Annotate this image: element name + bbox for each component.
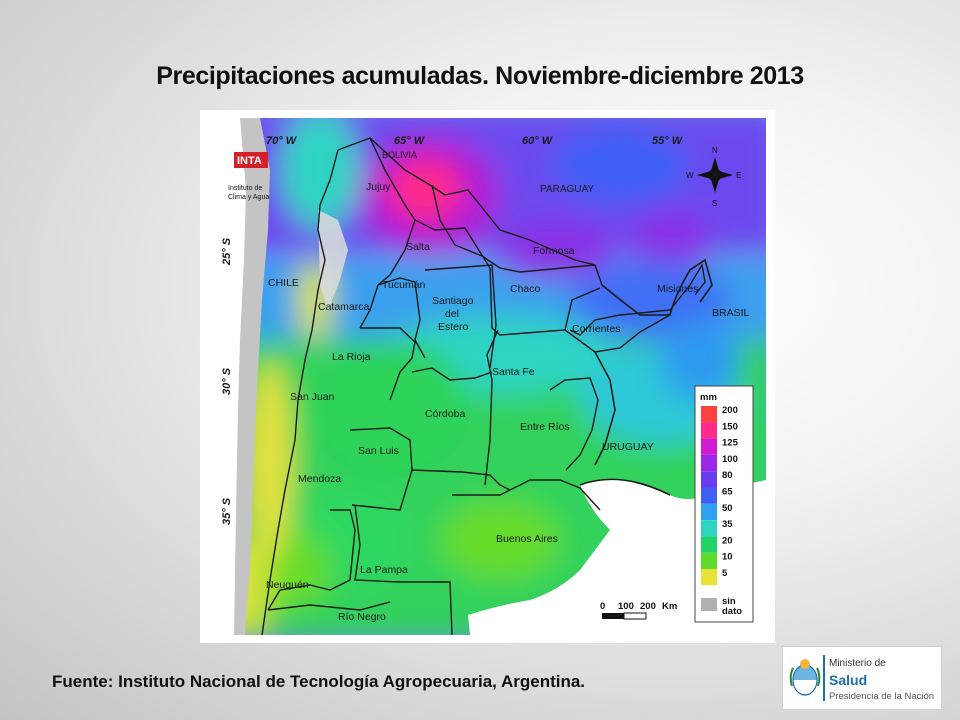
precipitation-field: [208, 118, 766, 635]
slide-title: Precipitaciones acumuladas. Noviembre-di…: [156, 62, 804, 90]
label-santiago: Santiago: [432, 295, 474, 307]
coord-lon-55: 55° W: [652, 135, 684, 147]
inta-logo-text: INTA: [237, 155, 262, 167]
label-san-juan: San Juan: [290, 391, 335, 403]
legend-label-80: 80: [722, 470, 733, 481]
label-uruguay: URUGUAY: [602, 441, 654, 453]
ministry-line2: Salud: [829, 672, 868, 688]
legend-label-nodata-2: dato: [722, 606, 742, 617]
compass-w: W: [686, 171, 694, 180]
legend-label-10: 10: [722, 552, 733, 563]
label-neuquen: Neuquén: [266, 579, 309, 591]
legend-swatch-5: [701, 569, 717, 586]
scale-label-200: 200: [640, 601, 656, 612]
legend-items: 200 150 125 100 80 65 50 35 20 10 5: [701, 405, 739, 586]
legend: mm 200 150 125 100 80 65 50 35 20 10 5 sin dato: [694, 385, 754, 623]
label-santa-fe: Santa Fe: [492, 366, 535, 378]
legend-swatch-35: [701, 520, 717, 537]
compass-s: S: [712, 199, 717, 208]
label-bolivia: BOLIVIA: [382, 150, 417, 160]
legend-swatch-20: [701, 536, 717, 553]
legend-label-50: 50: [722, 503, 733, 514]
precipitation-map: 70° W 65° W 60° W 55° W 25° S 30° S 35° …: [200, 110, 775, 643]
legend-swatch-200: [701, 406, 717, 423]
legend-label-nodata-1: sin: [722, 596, 736, 607]
inta-logo: INTA Instituto de Clima y Agua: [228, 152, 269, 201]
scale-label-0: 0: [600, 601, 605, 612]
scale-label-100: 100: [618, 601, 634, 612]
legend-unit: mm: [700, 392, 717, 403]
legend-label-125: 125: [722, 438, 739, 449]
label-santiago-estero: Estero: [438, 321, 469, 333]
label-mendoza: Mendoza: [298, 473, 341, 485]
legend-label-65: 65: [722, 487, 733, 498]
legend-swatch-80: [701, 471, 717, 488]
label-cordoba: Córdoba: [425, 408, 465, 420]
map-svg: 70° W 65° W 60° W 55° W 25° S 30° S 35° …: [208, 118, 766, 636]
label-jujuy: Jujuy: [366, 181, 391, 193]
legend-label-35: 35: [722, 519, 733, 530]
legend-swatch-100: [701, 454, 717, 472]
label-san-luis: San Luis: [358, 445, 399, 457]
scale-bar: 0 100 200 Km: [600, 601, 677, 620]
label-brasil: BRASIL: [712, 307, 750, 319]
legend-label-200: 200: [722, 405, 738, 416]
legend-swatch-150: [701, 422, 717, 439]
label-buenos-aires: Buenos Aires: [496, 533, 558, 545]
compass-rose-icon: N S E W: [686, 146, 741, 208]
label-salta: Salta: [406, 241, 430, 253]
label-entre-rios: Entre Ríos: [520, 421, 570, 433]
ministry-divider: [823, 655, 825, 701]
label-corrientes: Corrientes: [572, 323, 620, 335]
compass-e: E: [736, 171, 741, 180]
legend-swatch-50: [701, 503, 717, 521]
label-la-rioja: La Rioja: [332, 351, 371, 363]
ministry-line1: Ministerio de: [829, 658, 886, 669]
label-formosa: Formosa: [533, 245, 575, 257]
legend-label-150: 150: [722, 421, 738, 432]
label-la-pampa: La Pampa: [360, 564, 408, 576]
coord-lat-30: 30° S: [221, 367, 233, 395]
coord-lat-25: 25° S: [221, 237, 233, 266]
legend-label-100: 100: [722, 454, 738, 465]
legend-label-20: 20: [722, 535, 733, 546]
coord-lat-35: 35° S: [221, 497, 233, 525]
province-boundaries: [261, 137, 706, 636]
coord-lon-70: 70° W: [266, 135, 298, 147]
label-chaco: Chaco: [510, 283, 541, 295]
source-caption: Fuente: Instituto Nacional de Tecnología…: [52, 672, 586, 691]
ministry-logo: Ministerio de Salud Presidencia de la Na…: [782, 646, 942, 710]
coord-lon-60: 60° W: [522, 135, 554, 147]
legend-swatch-10: [701, 552, 717, 569]
label-rio-negro: Río Negro: [338, 611, 386, 623]
label-misiones: Misiones: [657, 283, 698, 295]
label-catamarca: Catamarca: [318, 301, 370, 313]
country-boundaries: [579, 258, 713, 496]
label-tucuman: Tucumán: [382, 279, 426, 291]
label-santiago-del: del: [445, 308, 459, 320]
inta-logo-sub-1: Instituto de: [228, 185, 262, 192]
label-paraguay: PARAGUAY: [540, 184, 594, 195]
legend-swatch-125: [701, 438, 717, 455]
legend-swatch-65: [701, 487, 717, 504]
inta-logo-sub-2: Clima y Agua: [228, 194, 269, 201]
compass-n: N: [712, 146, 718, 155]
argentina-coat-of-arms-icon: [789, 659, 821, 696]
label-chile: CHILE: [268, 277, 299, 289]
legend-swatch-nodata: [701, 598, 717, 611]
ministry-line3: Presidencia de la Nación: [829, 691, 935, 702]
atlantic-ocean: [468, 479, 766, 635]
legend-label-5: 5: [722, 568, 728, 579]
scale-label-km: Km: [662, 601, 677, 612]
coord-lon-65: 65° W: [394, 135, 426, 147]
